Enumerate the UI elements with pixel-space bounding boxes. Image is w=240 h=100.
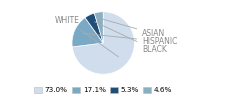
Text: WHITE: WHITE xyxy=(55,16,119,57)
Wedge shape xyxy=(72,12,134,74)
Wedge shape xyxy=(72,18,103,47)
Text: HISPANIC: HISPANIC xyxy=(83,33,178,46)
Text: ASIAN: ASIAN xyxy=(102,19,165,38)
Text: BLACK: BLACK xyxy=(95,22,167,54)
Wedge shape xyxy=(94,12,103,43)
Wedge shape xyxy=(85,13,103,43)
Legend: 73.0%, 17.1%, 5.3%, 4.6%: 73.0%, 17.1%, 5.3%, 4.6% xyxy=(31,84,175,96)
